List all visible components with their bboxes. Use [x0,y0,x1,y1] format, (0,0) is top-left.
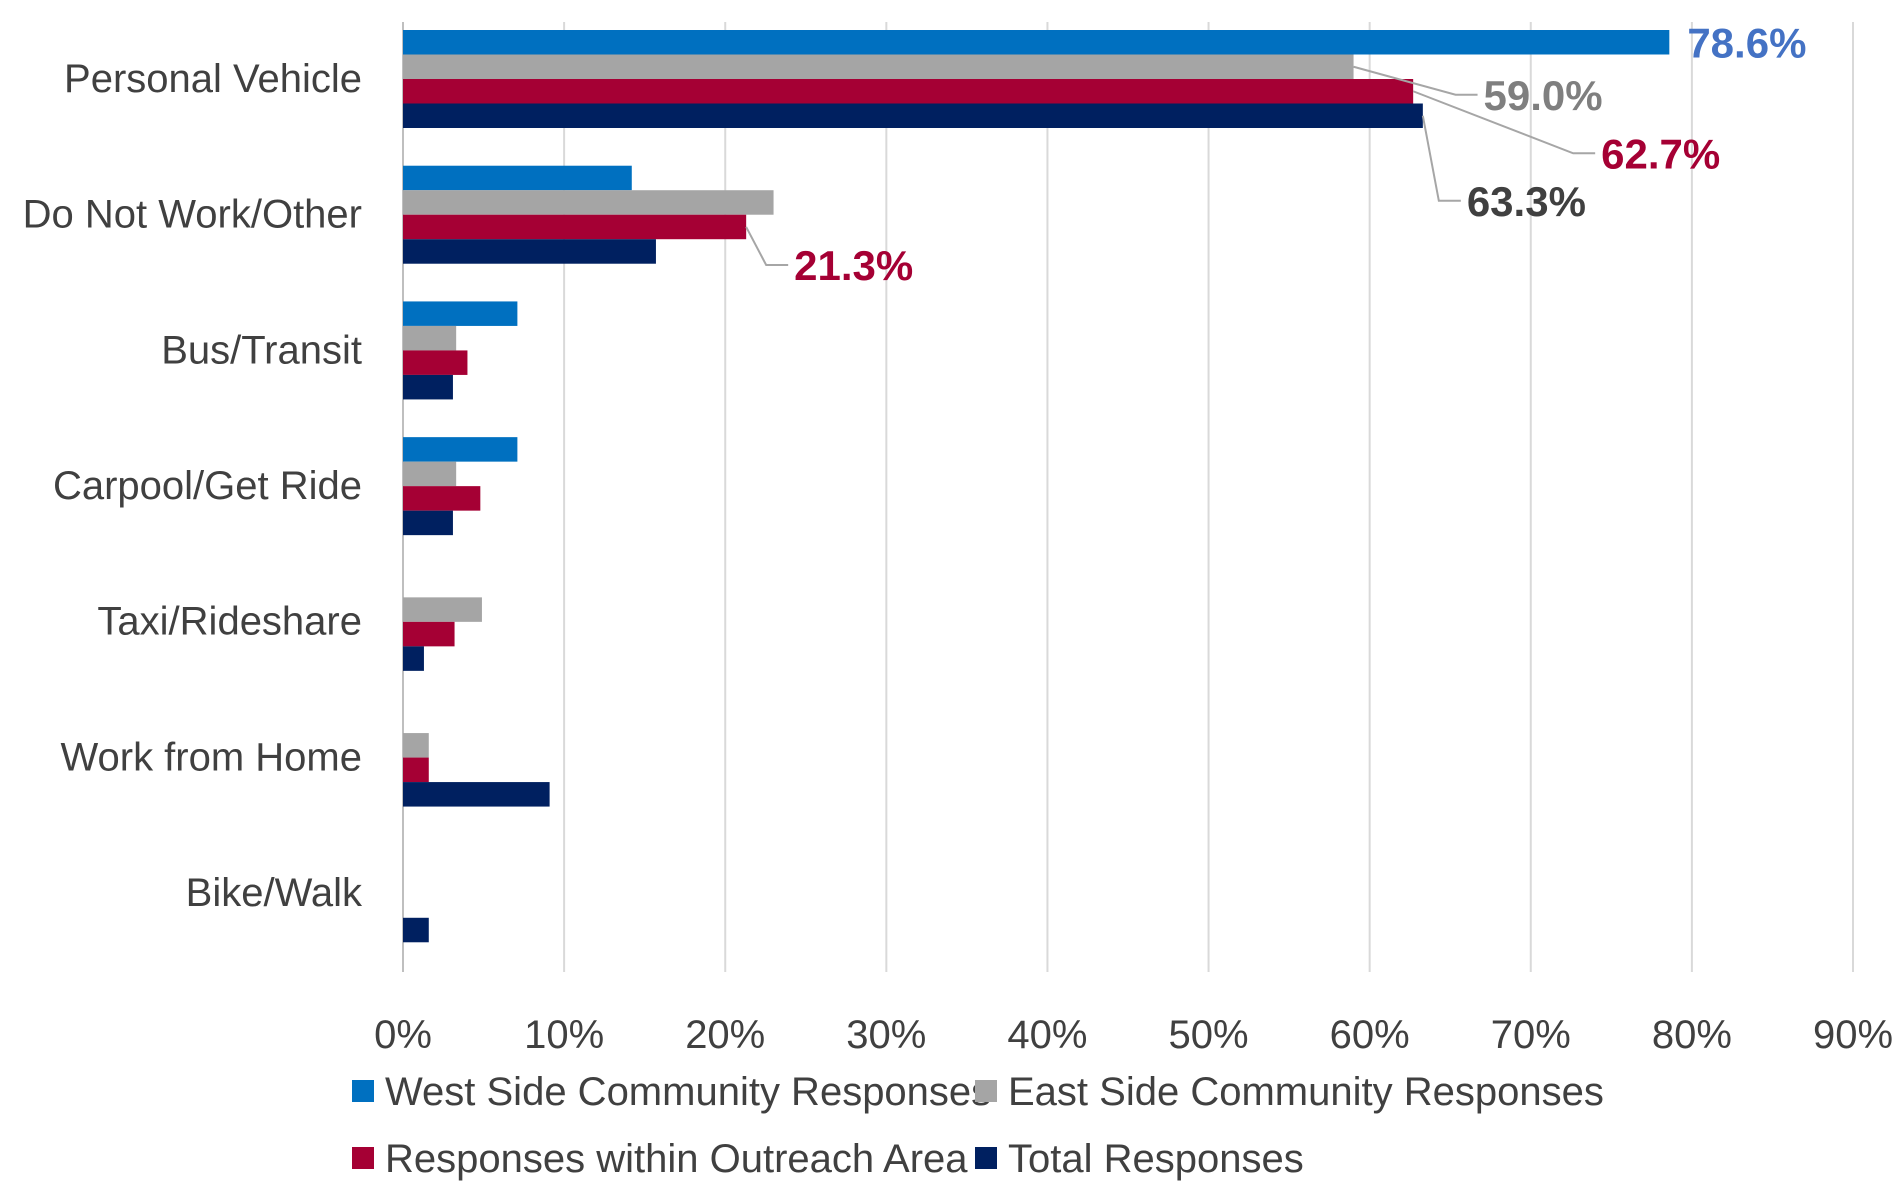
x-tick-label: 80% [1652,1013,1732,1057]
bar-personal-vehicle-total-responses [403,103,1423,128]
data-label-personal-vehicle-west-side-community-responses: 78.6% [1687,19,1806,66]
bar-carpool-get-ride-east-side-community-responses [403,461,457,487]
category-label-personal-vehicle: Personal Vehicle [64,57,362,101]
category-label-bike-walk: Bike/Walk [186,871,363,915]
bar-do-not-work-other-total-responses [403,239,656,264]
category-label-carpool-get-ride: Carpool/Get Ride [53,464,362,508]
legend-label-total-responses: Total Responses [1008,1137,1304,1181]
x-tick-label: 70% [1491,1013,1571,1057]
bar-bike-walk-total-responses [403,917,429,943]
bar-bus-transit-west-side-community-responses [403,301,518,326]
data-labels: 78.6% 59.0% 62.7% 63.3% 21.3% [745,19,1806,289]
legend-label-west-side-community-responses: West Side Community Responses [385,1070,991,1114]
bars [403,30,1670,943]
bar-work-from-home-total-responses [403,782,550,807]
category-label-do-not-work-other: Do Not Work/Other [23,193,362,237]
bar-taxi-rideshare-responses-within-outreach-area [403,621,455,647]
bar-carpool-get-ride-total-responses [403,510,453,536]
bar-bus-transit-east-side-community-responses [403,325,457,351]
bar-do-not-work-other-east-side-community-responses [403,190,774,215]
bar-personal-vehicle-west-side-community-responses [403,30,1670,55]
x-tick-label: 90% [1813,1013,1893,1057]
legend-label-east-side-community-responses: East Side Community Responses [1008,1070,1604,1114]
y-axis: Personal Vehicle Do Not Work/Other Bus/Tra… [23,57,363,915]
bar-taxi-rideshare-east-side-community-responses [403,597,482,622]
x-tick-label: 40% [1007,1013,1087,1057]
bar-taxi-rideshare-total-responses [403,646,424,671]
data-label-personal-vehicle-responses-within-outreach-area: 62.7% [1601,130,1720,177]
x-tick-label: 10% [524,1013,604,1057]
data-label-do-not-work-other-responses-within-outreach-area: 21.3% [794,242,913,289]
x-tick-label: 20% [685,1013,765,1057]
bar-bus-transit-total-responses [403,374,453,400]
leader-line [1412,90,1596,155]
x-tick-label: 50% [1169,1013,1249,1057]
legend-swatch-east-side-community-responses [975,1080,997,1102]
x-tick-label: 60% [1330,1013,1410,1057]
bar-do-not-work-other-west-side-community-responses [403,165,632,191]
leader-line [1353,65,1478,96]
legend-swatch-total-responses [975,1147,997,1169]
bar-do-not-work-other-responses-within-outreach-area [403,214,747,240]
bar-work-from-home-responses-within-outreach-area [403,757,429,783]
bar-personal-vehicle-east-side-community-responses [403,54,1354,79]
x-tick-label: 30% [846,1013,926,1057]
legend-swatch-west-side-community-responses [352,1080,374,1102]
category-label-taxi-rideshare: Taxi/Rideshare [97,600,362,644]
leader-line [745,226,789,266]
bar-bus-transit-responses-within-outreach-area [403,350,468,375]
bar-work-from-home-east-side-community-responses [403,733,429,758]
bar-carpool-get-ride-responses-within-outreach-area [403,486,481,511]
leader-line [1421,115,1461,202]
data-label-personal-vehicle-east-side-community-responses: 59.0% [1484,72,1603,119]
category-label-work-from-home: Work from Home [60,735,362,779]
legend: West Side Community Responses East Side C… [352,1070,1604,1181]
bar-personal-vehicle-responses-within-outreach-area [403,79,1414,104]
legend-swatch-responses-within-outreach-area [352,1147,374,1169]
data-label-personal-vehicle-total-responses: 63.3% [1467,178,1586,225]
x-tick-label: 0% [374,1013,432,1057]
bar-carpool-get-ride-west-side-community-responses [403,437,518,462]
legend-label-responses-within-outreach-area: Responses within Outreach Area [385,1137,968,1181]
category-label-bus-transit: Bus/Transit [161,328,362,372]
x-axis-ticks: 0% 10% 20% 30% 40% 50% 60% 70% 80% 90% [374,1013,1893,1057]
